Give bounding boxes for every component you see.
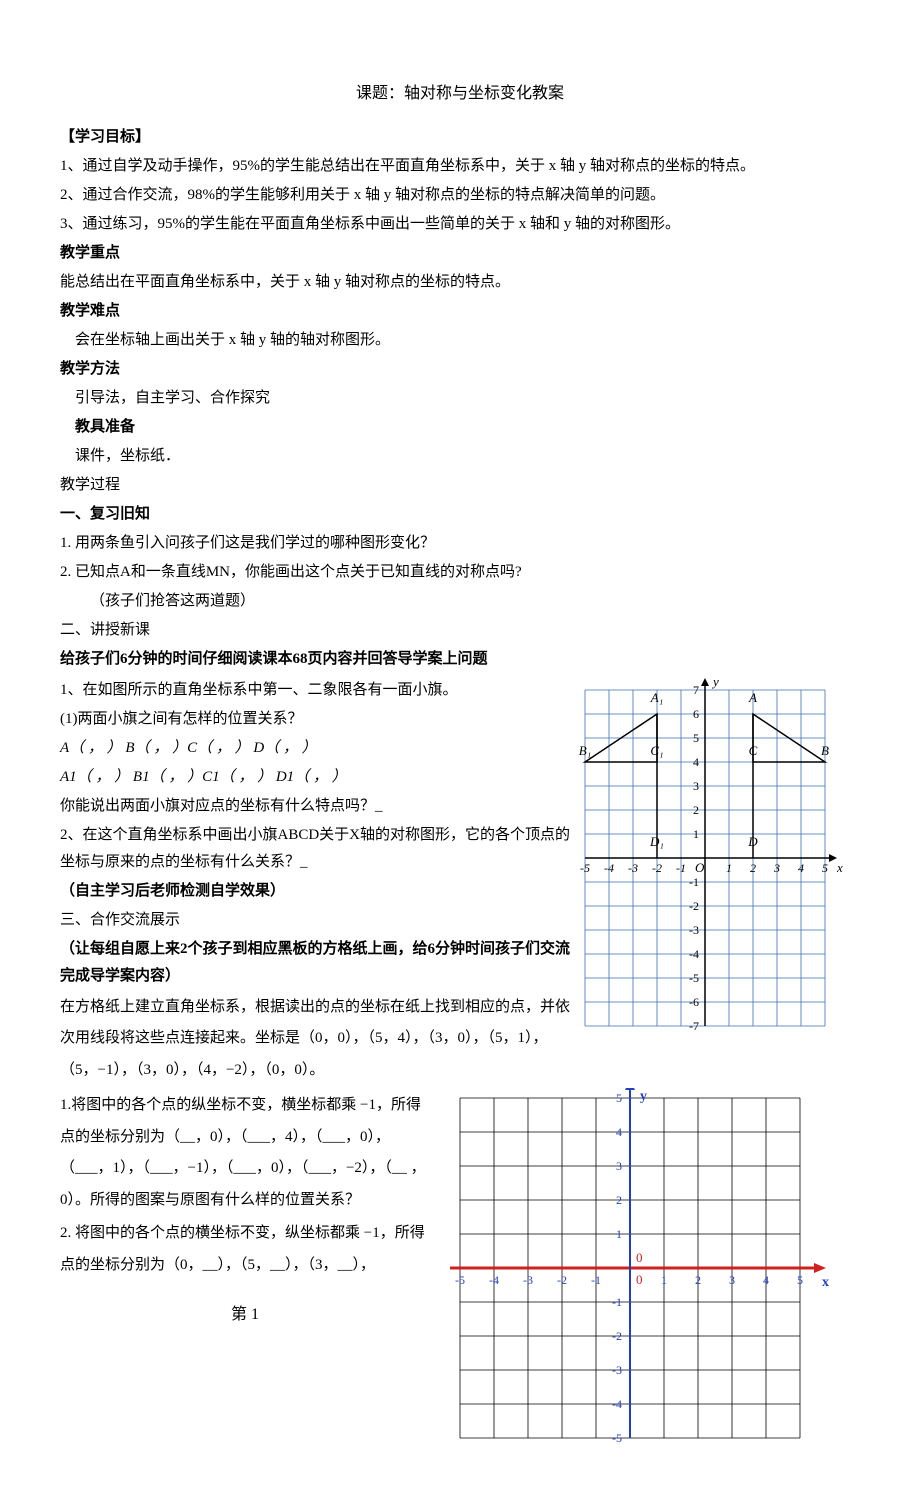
svg-text:A₁: A₁ xyxy=(650,690,663,705)
svg-text:3: 3 xyxy=(729,1273,735,1287)
heading-method: 教学方法 xyxy=(60,356,860,383)
svg-text:-3: -3 xyxy=(523,1273,533,1287)
heading-coop: 三、合作交流展示 xyxy=(60,907,570,934)
svg-text:5: 5 xyxy=(797,1273,803,1287)
svg-text:2: 2 xyxy=(616,1193,622,1207)
review-3: （孩子们抢答这两道题） xyxy=(60,588,860,615)
svg-text:x: x xyxy=(836,860,843,875)
svg-text:B: B xyxy=(821,743,829,758)
svg-text:-5: -5 xyxy=(580,861,590,875)
svg-text:-4: -4 xyxy=(489,1273,499,1287)
svg-text:y: y xyxy=(711,675,719,689)
svg-text:4: 4 xyxy=(693,755,699,769)
svg-text:A: A xyxy=(748,690,757,705)
key-text: 能总结出在平面直角坐标系中，关于 x 轴 y 轴对称点的坐标的特点。 xyxy=(60,269,860,296)
question-1b: A（ ， ） B（ ， ）C（ ， ） D（ ， ） xyxy=(60,735,570,762)
question-1d: 你能说出两面小旗对应点的坐标有什么特点吗？_ xyxy=(60,793,570,820)
heading-newlesson: 二、讲授新课 xyxy=(60,617,860,644)
difficulty-text: 会在坐标轴上画出关于 x 轴 y 轴的轴对称图形。 xyxy=(60,327,860,354)
svg-text:4: 4 xyxy=(616,1125,622,1139)
heading-difficulty: 教学难点 xyxy=(60,298,860,325)
goal-1: 1、通过自学及动手操作，95%的学生能总结出在平面直角坐标系中，关于 x 轴 y… xyxy=(60,153,860,180)
svg-text:x: x xyxy=(822,1275,829,1290)
review-1: 1. 用两条鱼引入问孩子们这是我们学过的哪种图形变化？ xyxy=(60,530,860,557)
svg-text:5: 5 xyxy=(616,1091,622,1105)
question-1: 1、在如图所示的直角坐标系中第一、二象限各有一面小旗。 xyxy=(60,677,570,704)
goal-2: 2、通过合作交流，98%的学生能够利用关于 x 轴 y 轴对称点的坐标的特点解决… xyxy=(60,182,860,209)
svg-text:0: 0 xyxy=(636,1272,643,1287)
svg-text:-5: -5 xyxy=(612,1431,622,1445)
svg-text:-4: -4 xyxy=(604,861,614,875)
heading-review: 一、复习旧知 xyxy=(60,501,860,528)
transform-1: 1.将图中的各个点的纵坐标不变，横坐标都乘 −1，所得点的坐标分别为（__，0）… xyxy=(60,1090,430,1216)
svg-text:C: C xyxy=(749,743,758,758)
svg-text:-4: -4 xyxy=(689,947,699,961)
svg-text:D₁: D₁ xyxy=(649,834,664,849)
question-2: 2、在这个直角坐标系中画出小旗ABCD关于X轴的对称图形，它的各个顶点的坐标与原… xyxy=(60,822,570,876)
svg-text:y: y xyxy=(640,1089,647,1104)
svg-text:-1: -1 xyxy=(689,875,699,889)
figure-1: -5 -4 -3 -2 -1 1 2 3 4 5 1 2 3 4 5 6 7 -1 -2 -3 -4 -5 -6 -7 Ox y A… xyxy=(570,675,860,1055)
svg-text:-3: -3 xyxy=(612,1363,622,1377)
figure-2: -5 -4 -3 -2 -1 1 2 3 4 5 1 2 3 4 5 -1 -2 -3 -4 -5 0 0 x y xyxy=(430,1088,860,1468)
coords-para: 在方格纸上建立直角坐标系，根据读出的点的坐标在纸上找到相应的点，并依次用线段将这… xyxy=(60,992,570,1087)
svg-text:-6: -6 xyxy=(689,995,699,1009)
question-1c: A1（ ， ） B1（ ， ）C1（ ， ） D1（ ， ） xyxy=(60,764,570,791)
svg-text:-4: -4 xyxy=(612,1397,622,1411)
page-number: 第 1 xyxy=(60,1301,430,1330)
svg-text:D: D xyxy=(747,834,758,849)
svg-text:1: 1 xyxy=(693,827,699,841)
svg-text:2: 2 xyxy=(695,1273,701,1287)
svg-text:3: 3 xyxy=(773,861,780,875)
svg-text:-5: -5 xyxy=(689,971,699,985)
svg-text:-1: -1 xyxy=(591,1273,601,1287)
heading-goals: 【学习目标】 xyxy=(60,124,860,151)
heading-process: 教学过程 xyxy=(60,472,860,499)
method-text: 引导法，自主学习、合作探究 xyxy=(60,385,860,412)
svg-text:6: 6 xyxy=(693,707,699,721)
question-2a: （自主学习后老师检测自学效果） xyxy=(60,878,570,905)
svg-text:2: 2 xyxy=(750,861,756,875)
svg-text:3: 3 xyxy=(616,1159,622,1173)
goal-3: 3、通过练习，95%的学生能在平面直角坐标系中画出一些简单的关于 x 轴和 y … xyxy=(60,211,860,238)
svg-text:4: 4 xyxy=(798,861,804,875)
svg-text:-5: -5 xyxy=(455,1273,465,1287)
heading-tools: 教具准备 xyxy=(60,414,860,441)
svg-text:5: 5 xyxy=(822,861,828,875)
svg-text:-3: -3 xyxy=(689,923,699,937)
heading-reading: 给孩子们6分钟的时间仔细阅读课本68页内容并回答导学案上问题 xyxy=(60,646,860,673)
svg-text:O: O xyxy=(695,860,705,875)
svg-text:1: 1 xyxy=(726,861,732,875)
svg-text:2: 2 xyxy=(693,803,699,817)
svg-text:5: 5 xyxy=(693,731,699,745)
svg-text:1: 1 xyxy=(661,1273,667,1287)
review-2: 2. 已知点A和一条直线MN，你能画出这个点关于已知直线的对称点吗? xyxy=(60,559,860,586)
svg-text:-2: -2 xyxy=(689,899,699,913)
svg-text:-3: -3 xyxy=(628,861,638,875)
svg-text:7: 7 xyxy=(693,683,699,697)
svg-text:4: 4 xyxy=(763,1273,769,1287)
svg-text:1: 1 xyxy=(616,1227,622,1241)
svg-text:-2: -2 xyxy=(652,861,662,875)
page-title: 课题：轴对称与坐标变化教案 xyxy=(60,80,860,109)
svg-text:-2: -2 xyxy=(612,1329,622,1343)
svg-text:B₁: B₁ xyxy=(579,743,591,758)
svg-text:-7: -7 xyxy=(689,1019,699,1033)
svg-text:-1: -1 xyxy=(676,861,686,875)
svg-text:3: 3 xyxy=(693,779,699,793)
tools-text: 课件，坐标纸． xyxy=(60,443,860,470)
transform-2: 2. 将图中的各个点的横坐标不变，纵坐标都乘 −1，所得点的坐标分别为（0，__… xyxy=(60,1218,430,1281)
svg-text:0: 0 xyxy=(636,1250,643,1265)
svg-text:-2: -2 xyxy=(557,1273,567,1287)
heading-key: 教学重点 xyxy=(60,240,860,267)
question-1a: (1)两面小旗之间有怎样的位置关系？ xyxy=(60,706,570,733)
svg-text:-1: -1 xyxy=(612,1295,622,1309)
svg-text:C₁: C₁ xyxy=(650,743,663,758)
coop-note: （让每组自愿上来2个孩子到相应黑板的方格纸上画，给6分钟时间孩子们交流完成导学案… xyxy=(60,936,570,990)
